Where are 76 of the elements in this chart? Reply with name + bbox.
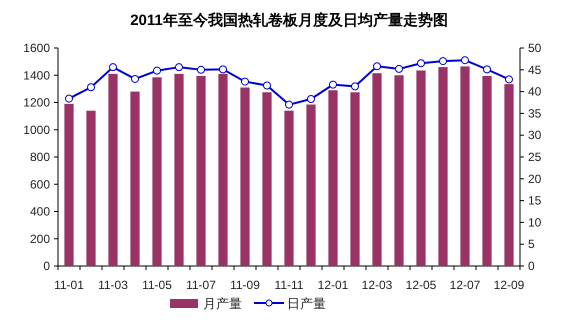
y2-tick-label: 15 [528,194,542,208]
y-tick-label: 1200 [23,96,50,110]
bar [460,66,470,266]
y-tick-label: 400 [30,204,50,218]
point [109,63,117,72]
x-tick-label: 12-03 [362,278,393,292]
point [461,56,469,64]
bar [394,75,404,266]
y-tick-label: 0 [43,259,50,273]
y2-tick-label: 5 [528,237,535,252]
bar [152,77,162,266]
point [241,78,249,86]
bar [240,88,250,266]
point [285,100,293,109]
point [175,63,183,72]
bar [174,74,184,266]
point [329,80,337,89]
bar [108,74,118,266]
y2-tick-label: 30 [528,128,542,142]
x-tick-label: 12-07 [450,278,481,292]
y2-tick-label: 10 [528,215,542,230]
y-tick-label: 1000 [23,122,50,137]
x-tick-label: 12-01 [318,278,349,292]
bar [218,74,228,266]
x-tick-label: 11-01 [54,278,84,292]
x-tick-label: 11-05 [142,278,172,292]
point [131,74,139,83]
x-tick-label: 12-05 [406,278,437,292]
y-tick-label: 1400 [23,68,50,82]
bar [130,92,140,266]
point [483,65,491,74]
y-tick-label: 1600 [23,41,50,55]
y-tick-label: 800 [30,150,50,164]
bar [350,92,360,266]
point [87,83,95,92]
bar [306,104,316,266]
chart-title: 2011年至今我国热轧卷板月度及日均产量走势图 [130,11,448,29]
point [417,59,425,68]
y2-tick-label: 35 [528,106,542,120]
legend-label: 月产量 [203,296,242,311]
bar [196,76,206,266]
y2-tick-label: 45 [528,62,542,77]
y2-tick-label: 0 [528,259,535,273]
bar [284,110,294,266]
x-tick-label: 11-11 [274,278,304,292]
bar [416,70,426,266]
legend-label: 日产量 [287,296,326,311]
bar [328,90,338,266]
point [219,65,227,74]
point [395,64,403,73]
bar [64,104,74,266]
bar [262,92,272,266]
bar [372,73,382,266]
point [197,66,205,74]
bar [482,76,492,266]
point [263,81,271,90]
point [65,94,73,103]
bar [86,110,96,266]
point [307,95,315,104]
x-tick-label: 11-09 [230,278,260,292]
point [505,75,513,84]
y2-tick-label: 50 [528,41,542,55]
y2-tick-label: 25 [528,150,542,164]
point [351,82,359,90]
point [373,62,381,70]
point [439,57,447,66]
y2-tick-label: 20 [528,172,542,186]
x-tick-label: 11-07 [186,278,216,292]
bar [504,84,514,266]
bar [438,67,448,266]
y-tick-label: 600 [30,177,50,192]
point [153,66,161,75]
y2-tick-label: 40 [528,84,542,99]
x-tick-label: 12-09 [494,278,525,292]
x-tick-label: 11-03 [98,278,128,292]
y-tick-label: 200 [30,232,50,246]
